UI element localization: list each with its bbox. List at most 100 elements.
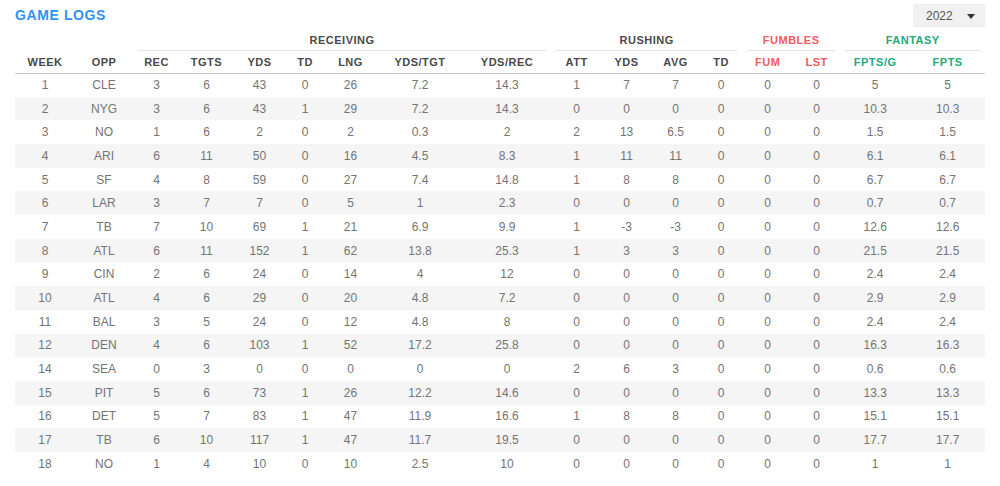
table-cell: 16.3 (840, 334, 910, 358)
table-cell: 0 (742, 334, 793, 358)
chevron-down-icon (967, 14, 975, 19)
table-cell: 0 (233, 357, 286, 381)
table-cell: 7 (15, 215, 75, 239)
table-cell: 83 (233, 405, 286, 429)
table-cell: 1 (286, 97, 324, 121)
table-cell: 0 (551, 310, 602, 334)
table-cell: 0.6 (840, 357, 910, 381)
column-header-fpts-g[interactable]: FPTS/G (840, 51, 910, 73)
page-title: GAME LOGS (15, 4, 106, 23)
table-cell: 0 (551, 428, 602, 452)
table-cell: 10.3 (840, 97, 910, 121)
column-header-yds-rec[interactable]: YDS/REC (463, 51, 551, 73)
column-header-fpts[interactable]: FPTS (910, 51, 985, 73)
table-cell: 2.4 (840, 263, 910, 287)
table-cell: 6 (133, 428, 180, 452)
table-row: 4ARI611500164.58.3111110006.16.1 (15, 144, 985, 168)
column-header-att[interactable]: ATT (551, 51, 602, 73)
table-cell: 6 (133, 144, 180, 168)
table-cell: 10 (15, 286, 75, 310)
table-cell: 0 (700, 97, 742, 121)
table-cell: 6 (180, 286, 233, 310)
table-cell: 0 (742, 191, 793, 215)
table-cell: 4.8 (377, 286, 463, 310)
table-cell: NO (75, 120, 133, 144)
table-cell: SF (75, 168, 133, 192)
table-cell: 1 (551, 405, 602, 429)
table-cell: 103 (233, 334, 286, 358)
table-cell: 4 (180, 452, 233, 476)
table-cell: 0 (286, 452, 324, 476)
table-cell: 1 (286, 428, 324, 452)
table-cell: TB (75, 428, 133, 452)
table-cell: 14.3 (463, 73, 551, 97)
column-header-avg[interactable]: AVG (651, 51, 700, 73)
table-cell: 0 (551, 334, 602, 358)
table-cell: 0 (700, 239, 742, 263)
column-header-lst[interactable]: LST (793, 51, 840, 73)
table-cell: 2.9 (840, 286, 910, 310)
table-cell: 0 (700, 215, 742, 239)
table-cell: TB (75, 215, 133, 239)
table-cell: 0 (793, 334, 840, 358)
table-cell: 11 (180, 239, 233, 263)
table-row: 5SF48590277.414.81880006.76.7 (15, 168, 985, 192)
table-cell: 26 (324, 381, 377, 405)
table-cell: 0 (602, 263, 651, 287)
table-cell: CIN (75, 263, 133, 287)
column-header-yds-tgt[interactable]: YDS/TGT (377, 51, 463, 73)
table-cell: 69 (233, 215, 286, 239)
column-header-td[interactable]: TD (286, 51, 324, 73)
table-cell: 0 (793, 310, 840, 334)
column-header-tgts[interactable]: TGTS (180, 51, 233, 73)
year-dropdown[interactable]: 2022 (913, 4, 985, 27)
table-cell: 6 (180, 263, 233, 287)
table-cell: 0 (551, 191, 602, 215)
column-header-week[interactable]: WEEK (15, 51, 75, 73)
column-header-rec[interactable]: REC (133, 51, 180, 73)
table-cell: 3 (15, 120, 75, 144)
table-cell: 0 (286, 73, 324, 97)
table-cell: 0 (602, 428, 651, 452)
table-cell: 6.7 (910, 168, 985, 192)
table-cell: 6 (180, 334, 233, 358)
table-cell: 8 (463, 310, 551, 334)
column-header-opp[interactable]: OPP (75, 51, 133, 73)
table-cell: 5 (133, 381, 180, 405)
table-cell: 10 (463, 452, 551, 476)
table-cell: 10 (180, 428, 233, 452)
table-cell: 7 (233, 191, 286, 215)
table-cell: 2 (551, 357, 602, 381)
table-cell: 0 (286, 357, 324, 381)
table-cell: 0 (602, 97, 651, 121)
table-cell: 3 (133, 310, 180, 334)
table-cell: 8 (602, 405, 651, 429)
table-cell: 0 (602, 191, 651, 215)
table-cell: 11 (180, 144, 233, 168)
column-header-lng[interactable]: LNG (324, 51, 377, 73)
table-cell: 43 (233, 97, 286, 121)
table-cell: 3 (651, 239, 700, 263)
table-cell: 3 (180, 357, 233, 381)
table-cell: 2 (324, 120, 377, 144)
table-cell: 5 (324, 191, 377, 215)
table-cell: 0 (324, 357, 377, 381)
table-cell: 0 (700, 144, 742, 168)
table-row: 2NYG36431297.214.300000010.310.3 (15, 97, 985, 121)
column-header-td[interactable]: TD (700, 51, 742, 73)
table-cell: 12.2 (377, 381, 463, 405)
table-cell: 7 (180, 191, 233, 215)
table-cell: 1.5 (840, 120, 910, 144)
table-cell: 10.3 (910, 97, 985, 121)
column-header-yds[interactable]: YDS (233, 51, 286, 73)
column-header-fum[interactable]: FUM (742, 51, 793, 73)
table-cell: 1 (15, 73, 75, 97)
column-header-yds[interactable]: YDS (602, 51, 651, 73)
table-cell: 0 (742, 144, 793, 168)
table-cell: 5 (840, 73, 910, 97)
table-cell: 0 (700, 286, 742, 310)
table-row: 17TB61011714711.719.500000017.717.7 (15, 428, 985, 452)
table-cell: 7.4 (377, 168, 463, 192)
table-cell: 3 (651, 357, 700, 381)
table-cell: 12.6 (910, 215, 985, 239)
